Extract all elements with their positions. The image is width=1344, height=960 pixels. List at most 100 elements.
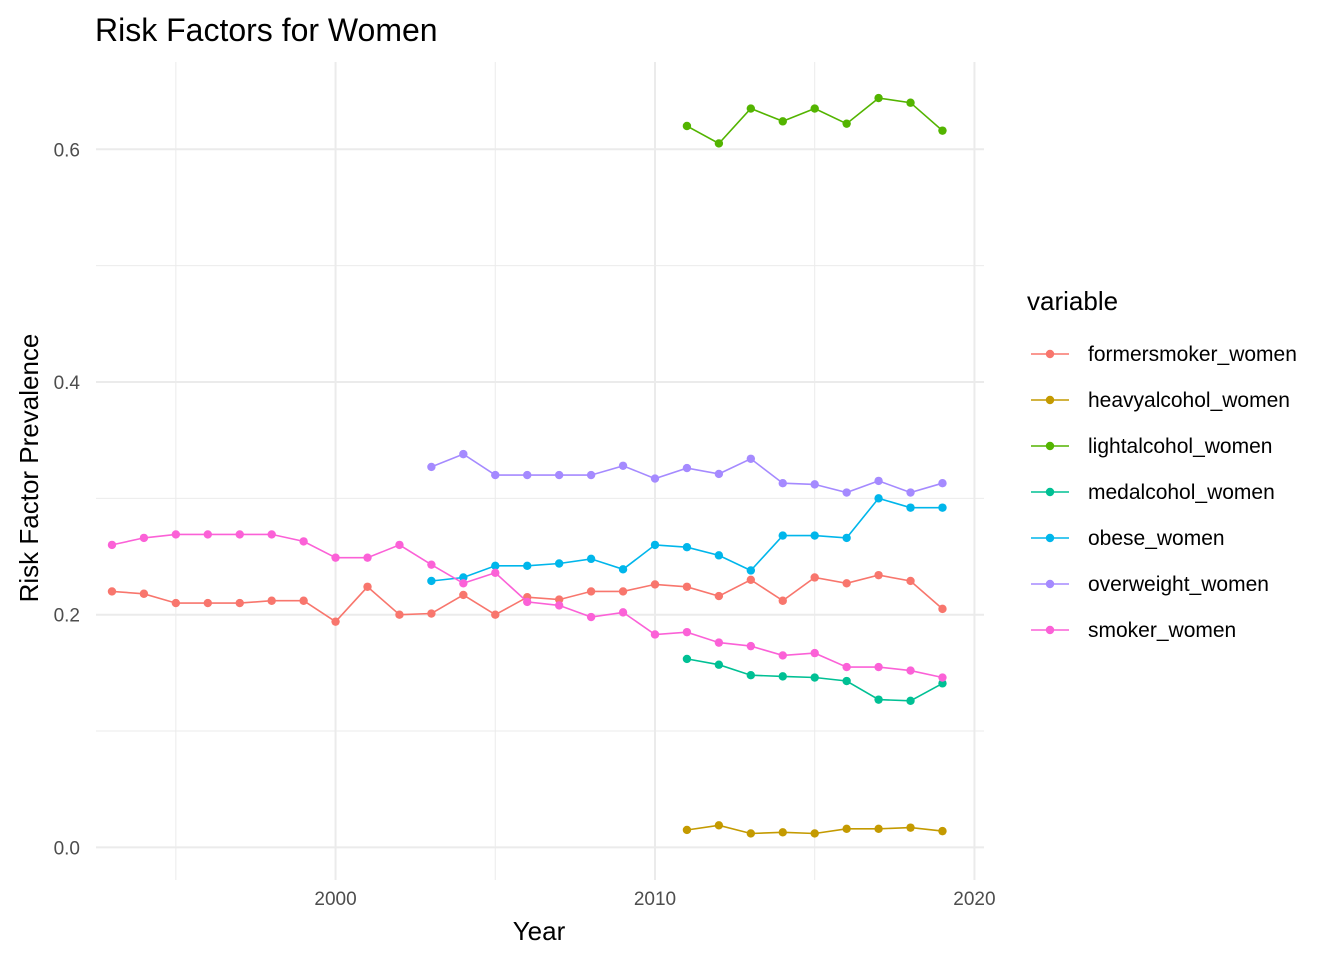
data-point — [682, 543, 692, 552]
data-point — [778, 479, 787, 488]
y-axis-ticks: 0.0 0.2 0.4 0.6 — [54, 140, 81, 859]
data-point — [906, 488, 915, 497]
data-point — [874, 476, 883, 486]
legend-label: smoker_women — [1088, 619, 1236, 642]
legend-key-point — [1045, 441, 1055, 451]
data-point — [618, 608, 628, 617]
data-point — [714, 551, 724, 560]
data-point — [714, 469, 724, 479]
data-point — [107, 540, 117, 550]
data-point — [203, 530, 212, 539]
data-point — [682, 463, 692, 473]
data-point — [874, 93, 883, 103]
data-point — [491, 470, 500, 480]
data-point — [554, 595, 564, 604]
data-point — [618, 461, 628, 470]
data-point — [906, 503, 915, 512]
data-point — [586, 612, 596, 622]
legend-title: variable — [1027, 286, 1118, 316]
data-point — [459, 579, 468, 588]
data-point — [331, 553, 340, 562]
data-point — [299, 596, 308, 605]
data-point — [331, 617, 340, 626]
x-axis-ticks: 2000 2010 2020 — [314, 889, 995, 910]
legend-label: heavyalcohol_women — [1088, 389, 1290, 412]
data-point — [842, 676, 851, 686]
series-formersmoker_women — [107, 570, 947, 626]
legend-label: lightalcohol_women — [1088, 435, 1272, 458]
y-tick-label: 0.0 — [54, 838, 80, 859]
data-point — [682, 654, 692, 664]
data-point — [267, 530, 276, 539]
data-point — [938, 126, 947, 135]
data-point — [714, 638, 724, 647]
data-point — [906, 576, 915, 586]
legend-item-formersmoker_women: formersmoker_women — [1031, 343, 1297, 366]
y-tick-label: 0.6 — [54, 140, 80, 161]
data-point — [810, 648, 819, 658]
data-point — [299, 537, 308, 546]
data-point — [363, 582, 372, 591]
chart-title: Risk Factors for Women — [95, 12, 438, 48]
data-point — [491, 568, 500, 578]
data-point — [746, 566, 756, 575]
data-point — [459, 590, 468, 600]
data-point — [203, 598, 212, 608]
data-point — [842, 579, 851, 588]
data-point — [459, 573, 468, 582]
legend-item-lightalcohol_women: lightalcohol_women — [1031, 435, 1272, 458]
data-point — [746, 454, 756, 463]
data-point — [586, 554, 596, 564]
data-point — [938, 479, 947, 488]
data-point — [235, 530, 244, 539]
data-point — [938, 679, 947, 688]
data-point — [938, 604, 947, 614]
data-point — [746, 575, 756, 584]
series-line — [431, 497, 943, 582]
data-point — [107, 587, 117, 596]
data-point — [618, 587, 628, 596]
data-point — [427, 609, 436, 618]
x-axis-title: Year — [513, 916, 566, 946]
data-point — [427, 560, 436, 569]
data-point — [586, 470, 596, 480]
legend-label: overweight_women — [1088, 573, 1269, 596]
data-point — [586, 587, 596, 596]
data-point — [714, 821, 724, 830]
data-point — [938, 826, 947, 836]
legend-key-point — [1045, 349, 1055, 359]
data-point — [810, 104, 819, 113]
data-point — [650, 580, 660, 589]
data-point — [650, 540, 660, 550]
data-point — [523, 561, 532, 571]
legend-item-obese_women: obese_women — [1031, 527, 1225, 550]
data-point — [842, 488, 851, 497]
data-point — [267, 596, 276, 605]
legend-item-heavyalcohol_women: heavyalcohol_women — [1031, 389, 1290, 412]
x-tick-label: 2020 — [953, 889, 995, 910]
series-heavyalcohol_women — [682, 821, 947, 838]
data-point — [810, 573, 819, 582]
y-axis-title: Risk Factor Prevalence — [14, 334, 44, 603]
data-point — [778, 117, 787, 126]
legend-key-point — [1045, 533, 1055, 543]
data-point — [554, 601, 564, 610]
grid — [96, 62, 984, 880]
legend-label: medalcohol_women — [1088, 481, 1275, 504]
data-point — [554, 470, 564, 480]
data-point — [778, 596, 787, 605]
data-point — [682, 121, 692, 131]
y-tick-label: 0.2 — [54, 606, 80, 627]
data-point — [778, 531, 787, 540]
data-point — [938, 673, 947, 682]
legend-item-medalcohol_women: medalcohol_women — [1031, 481, 1275, 504]
data-point — [459, 449, 468, 459]
data-point — [650, 630, 660, 639]
data-point — [810, 531, 819, 540]
legend-item-smoker_women: smoker_women — [1031, 619, 1236, 642]
series-lightalcohol_women — [682, 93, 947, 148]
data-point — [682, 582, 692, 591]
x-tick-label: 2010 — [634, 889, 676, 910]
data-point — [842, 662, 851, 672]
